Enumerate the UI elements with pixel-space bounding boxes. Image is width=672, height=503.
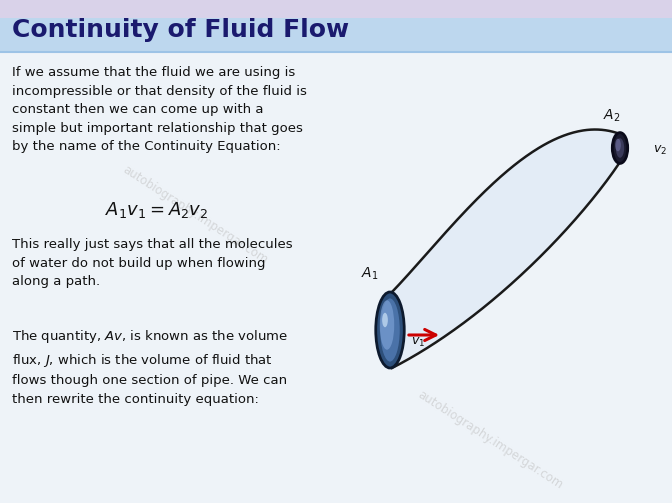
Text: autobiography.impergar.com: autobiography.impergar.com (415, 388, 565, 492)
Ellipse shape (615, 137, 625, 158)
Text: $A_1$: $A_1$ (362, 266, 379, 282)
FancyBboxPatch shape (0, 18, 672, 52)
Ellipse shape (380, 300, 394, 350)
Ellipse shape (380, 298, 401, 362)
Ellipse shape (612, 133, 628, 163)
Text: $A_2$: $A_2$ (603, 108, 621, 124)
Ellipse shape (615, 139, 621, 151)
Text: Continuity of Fluid Flow: Continuity of Fluid Flow (12, 18, 349, 42)
Ellipse shape (376, 292, 405, 368)
FancyBboxPatch shape (0, 0, 672, 18)
Text: $A_1v_1 = A_2v_2$: $A_1v_1 = A_2v_2$ (105, 200, 208, 220)
Text: If we assume that the fluid we are using is
incompressible or that density of th: If we assume that the fluid we are using… (12, 66, 307, 153)
Text: The quantity, $Av$, is known as the volume
flux, $J$, which is the volume of flu: The quantity, $Av$, is known as the volu… (12, 328, 288, 405)
Text: $v_2$: $v_2$ (653, 144, 667, 157)
Polygon shape (392, 129, 620, 368)
Text: This really just says that all the molecules
of water do not build up when flowi: This really just says that all the molec… (12, 238, 292, 288)
Text: $v_1$: $v_1$ (411, 336, 425, 349)
Ellipse shape (382, 313, 388, 327)
Text: autobiography.impergar.com: autobiography.impergar.com (120, 163, 270, 267)
